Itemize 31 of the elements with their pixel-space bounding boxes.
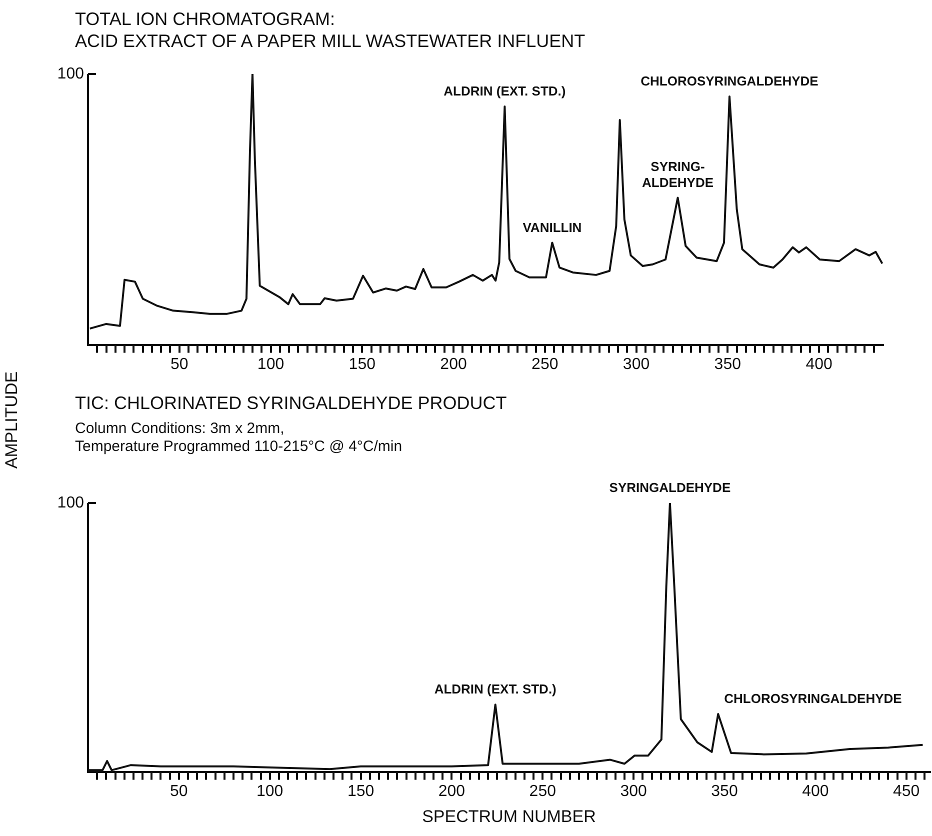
x-tick-label: 350 [711, 782, 738, 800]
y-axis-title: AMPLITUDE [2, 371, 22, 469]
x-tick-label: 200 [440, 356, 467, 373]
text: 100 [57, 65, 84, 82]
chart-title: TOTAL ION CHROMATOGRAM: ACID EXTRACT OF A PAPER MILL WASTEWATER INFLUENT [75, 8, 586, 52]
x-tick-label: 150 [347, 782, 374, 800]
x-tick-label: 250 [529, 782, 556, 800]
text: 100 [57, 494, 84, 512]
annotation: SYRING- ALDEHYDE [642, 158, 714, 190]
x-tick-label: 50 [170, 356, 188, 373]
chart-subtitle: Column Conditions: 3m x 2mm, Temperature Programmed 110-215°C @ 4°C/min [75, 420, 404, 456]
annotation: SYRINGALDEHYDE [609, 480, 731, 496]
annotation: CHLOROSYRINGALDEHYDE [640, 74, 819, 89]
annotation: VANILLIN [522, 220, 582, 235]
x-tick-label: 400 [802, 782, 829, 800]
annotation: ALDRIN (EXT. STD.) [444, 84, 566, 99]
x-tick-label: 300 [620, 782, 648, 800]
annotation: ALDRIN (EXT. STD.) [434, 682, 556, 697]
annotation: CHLOROSYRINGALDEHYDE [724, 691, 902, 706]
x-tick-label: 400 [806, 356, 832, 373]
x-tick-label: 300 [622, 356, 650, 373]
chart-title: TIC: CHLORINATED SYRINGALDEHYDE PRODUCT [75, 392, 507, 414]
x-tick-label: 50 [170, 782, 188, 800]
x-tick-label: 100 [257, 356, 284, 373]
x-tick-label: 350 [714, 356, 742, 373]
x-tick-label: 100 [256, 782, 284, 800]
x-tick-label: 450 [893, 782, 920, 800]
x-tick-label: 250 [532, 356, 558, 373]
x-axis-title: SPECTRUM NUMBER [421, 807, 597, 827]
x-tick-label: 150 [348, 356, 376, 373]
x-tick-label: 200 [438, 782, 466, 800]
